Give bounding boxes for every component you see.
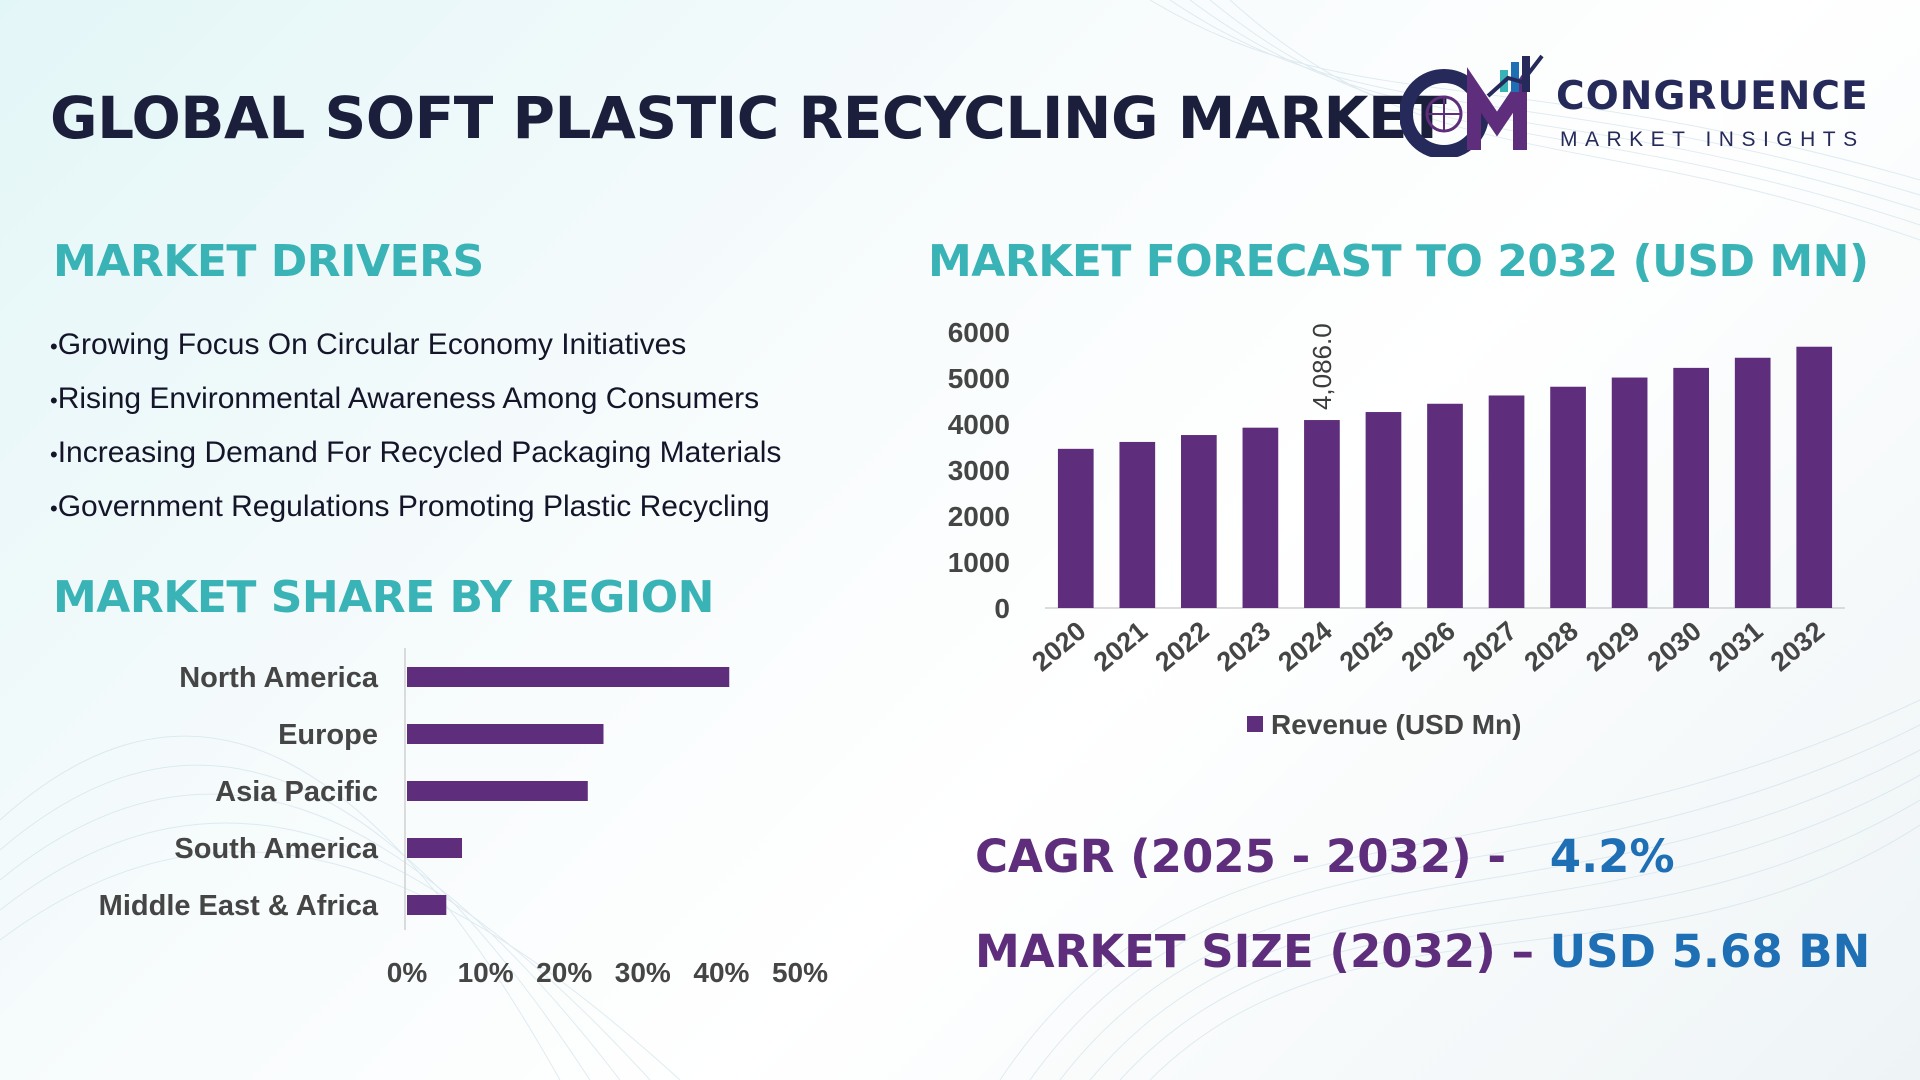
region-label: North America <box>179 662 379 694</box>
market-size-value: USD 5.68 BN <box>1549 925 1871 978</box>
region-bar <box>407 895 447 915</box>
y-tick-label: 5000 <box>948 363 1010 394</box>
x-tick-label: 0% <box>387 957 428 988</box>
forecast-bar <box>1365 412 1402 608</box>
cagr-stat: CAGR (2025 - 2032) - 4.2% <box>975 830 1675 883</box>
x-tick-label: 50% <box>772 957 828 988</box>
forecast-bar <box>1796 346 1833 608</box>
x-tick-label: 2024 <box>1272 616 1337 678</box>
drivers-title: MARKET DRIVERS <box>53 236 484 287</box>
x-tick-label: 10% <box>458 957 514 988</box>
driver-item: Government Regulations Promoting Plastic… <box>50 484 781 538</box>
legend-label: Revenue (USD Mn) <box>1271 709 1521 740</box>
y-tick-label: 1000 <box>948 547 1010 578</box>
forecast-bar <box>1057 448 1094 608</box>
x-tick-label: 2020 <box>1026 616 1091 678</box>
region-label: Asia Pacific <box>215 776 378 808</box>
x-tick-label: 30% <box>615 957 671 988</box>
region-bar <box>407 667 730 687</box>
x-tick-label: 2022 <box>1149 616 1214 678</box>
forecast-bar <box>1181 435 1217 608</box>
market-size-label: MARKET SIZE (2032) – <box>975 925 1534 978</box>
x-tick-label: 2028 <box>1519 616 1584 678</box>
y-tick-label: 0 <box>994 593 1010 624</box>
x-tick-label: 2032 <box>1765 616 1830 678</box>
forecast-bar <box>1734 357 1771 608</box>
cagr-value: 4.2% <box>1549 830 1675 883</box>
x-tick-label: 2031 <box>1703 616 1768 678</box>
region-label: Europe <box>278 719 378 751</box>
forecast-bar <box>1304 420 1340 608</box>
driver-item: Growing Focus On Circular Economy Initia… <box>50 322 781 376</box>
forecast-bar <box>1673 367 1709 608</box>
region-label: South America <box>174 833 378 865</box>
x-tick-label: 2029 <box>1580 616 1645 678</box>
forecast-bar <box>1242 427 1279 608</box>
logo-tagline: MARKET INSIGHTS <box>1560 128 1865 151</box>
forecast-title: MARKET FORECAST TO 2032 (USD MN) <box>928 236 1869 287</box>
region-title: MARKET SHARE BY REGION <box>53 572 715 623</box>
driver-item: Increasing Demand For Recycled Packaging… <box>50 430 782 484</box>
page-title: GLOBAL SOFT PLASTIC RECYCLING MARKET <box>50 84 1447 152</box>
x-tick-label: 40% <box>693 957 749 988</box>
region-bar-chart: North America Europe Asia Pacific South Ame… <box>99 648 828 988</box>
region-bar <box>407 724 604 744</box>
y-tick-label: 3000 <box>948 455 1010 486</box>
logo-name: CONGRUENCE <box>1556 74 1869 119</box>
x-tick-label: 2030 <box>1642 616 1707 678</box>
region-label: Middle East & Africa <box>99 890 379 922</box>
x-tick-label: 2025 <box>1334 616 1399 678</box>
logo-mark-icon <box>1400 54 1544 157</box>
drivers-list: Growing Focus On Circular Economy Initia… <box>50 322 782 538</box>
forecast-bar <box>1427 403 1463 608</box>
driver-item: Rising Environmental Awareness Among Con… <box>50 376 781 430</box>
x-tick-label: 2026 <box>1396 616 1461 678</box>
forecast-bar <box>1611 377 1648 608</box>
legend-swatch <box>1247 716 1263 732</box>
y-tick-label: 4000 <box>948 409 1010 440</box>
x-tick-label: 2023 <box>1211 616 1276 678</box>
x-tick-label: 2021 <box>1088 616 1153 678</box>
forecast-bar-chart: 0100020003000400050006000202020212022202… <box>948 317 1845 740</box>
bar-data-label: 4,086.0 <box>1307 323 1337 410</box>
x-tick-label: 20% <box>536 957 592 988</box>
x-tick-label: 2027 <box>1457 616 1522 678</box>
forecast-bar <box>1550 386 1586 608</box>
cagr-label: CAGR (2025 - 2032) - <box>975 830 1507 883</box>
region-bar <box>407 838 463 858</box>
company-logo: CONGRUENCE MARKET INSIGHTS <box>1400 52 1880 162</box>
forecast-bar <box>1488 395 1525 608</box>
y-tick-label: 2000 <box>948 501 1010 532</box>
market-size-stat: MARKET SIZE (2032) – USD 5.68 BN <box>975 925 1870 978</box>
forecast-bar <box>1119 441 1156 608</box>
y-tick-label: 6000 <box>948 317 1010 348</box>
region-bar <box>407 781 588 801</box>
